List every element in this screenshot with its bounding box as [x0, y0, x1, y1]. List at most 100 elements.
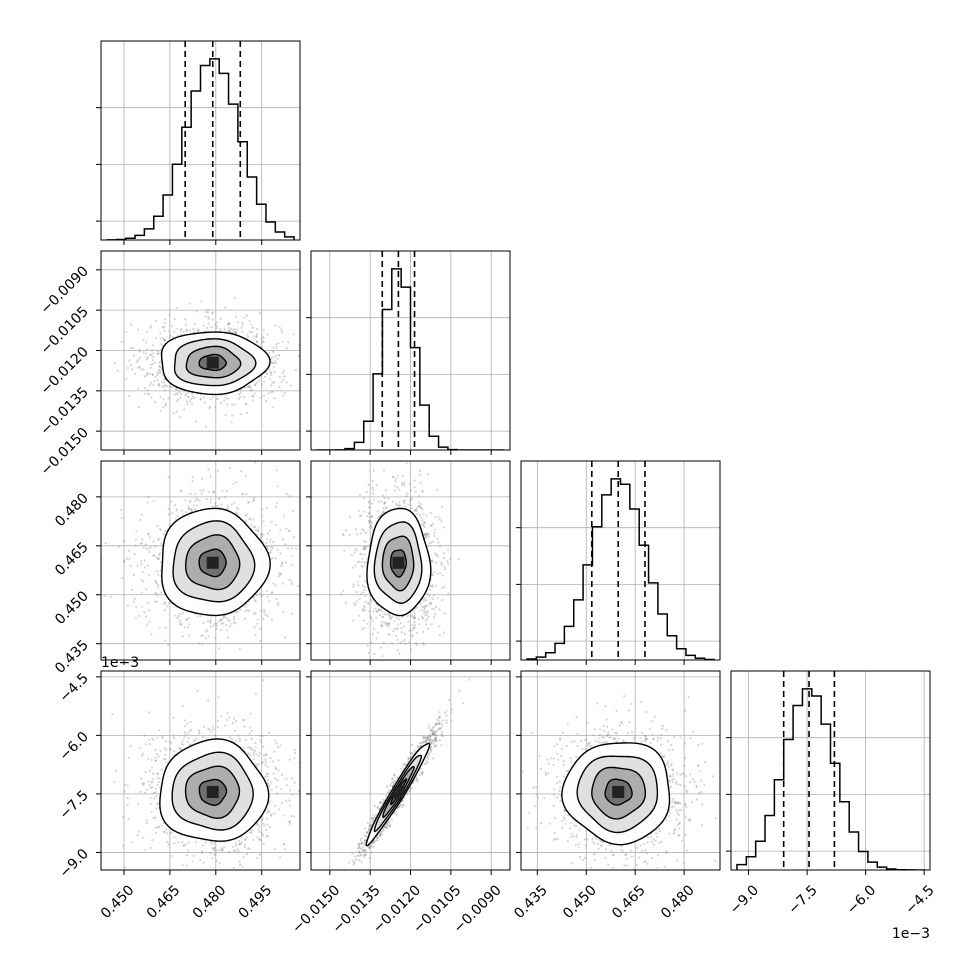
- scatter-point: [109, 595, 112, 598]
- panel-1-0: [96, 250, 303, 455]
- scatter-point: [387, 497, 390, 500]
- scatter-point: [145, 547, 148, 550]
- scatter-point: [216, 720, 220, 723]
- scatter-point: [318, 515, 320, 517]
- scatter-point: [149, 546, 152, 549]
- scatter-point: [167, 475, 170, 479]
- scatter-point: [281, 394, 285, 398]
- scatter-point: [368, 526, 371, 529]
- scatter-point: [241, 492, 245, 495]
- scatter-point: [228, 466, 232, 470]
- scatter-point: [144, 615, 148, 618]
- scatter-point: [363, 585, 366, 589]
- scatter-point: [274, 359, 277, 362]
- scatter-point: [249, 330, 252, 334]
- scatter-point: [212, 728, 215, 731]
- scatter-point: [144, 543, 147, 546]
- scatter-point: [111, 712, 114, 716]
- scatter-point: [251, 395, 255, 398]
- scatter-point: [259, 627, 262, 631]
- scatter-point: [258, 379, 261, 382]
- scatter-point: [188, 623, 191, 626]
- scatter-point: [394, 480, 397, 483]
- scatter-point: [402, 625, 406, 628]
- panel-frame: [100, 460, 301, 661]
- scatter-point: [439, 572, 442, 575]
- scatter-point: [368, 506, 372, 509]
- scatter-point: [376, 516, 379, 519]
- scatter-point: [253, 498, 256, 502]
- scatter-point: [134, 538, 137, 541]
- scatter-point: [403, 499, 406, 502]
- scatter-point: [457, 558, 460, 561]
- scatter-point: [252, 596, 256, 599]
- scatter-point: [149, 324, 153, 327]
- scatter-point: [289, 384, 292, 387]
- scatter-point: [234, 296, 237, 299]
- scatter-point: [208, 405, 212, 409]
- scatter-point: [378, 515, 381, 518]
- scatter-point: [398, 504, 401, 507]
- scatter-point: [217, 497, 220, 500]
- scatter-point: [433, 613, 437, 616]
- scatter-point: [342, 589, 345, 592]
- panel-0-0: [96, 40, 301, 245]
- scatter-point: [123, 540, 126, 543]
- scatter-point: [368, 501, 371, 504]
- scatter-point: [202, 324, 205, 327]
- scatter-point: [256, 822, 259, 826]
- scatter-point: [295, 547, 298, 550]
- scatter-point: [211, 490, 215, 493]
- scatter-point: [433, 616, 436, 619]
- scatter-point: [382, 510, 385, 513]
- scatter-point: [434, 516, 437, 519]
- scatter-point: [115, 769, 118, 773]
- scatter-point: [434, 552, 437, 555]
- scatter-point: [301, 364, 303, 366]
- scatter-point: [424, 619, 427, 622]
- scatter-point: [230, 403, 234, 406]
- scatter-point: [159, 360, 162, 363]
- scatter-point: [398, 504, 401, 507]
- scatter-point: [425, 535, 428, 538]
- scatter-point: [247, 501, 250, 504]
- panel-2-2: [516, 460, 721, 665]
- scatter-point: [268, 529, 271, 532]
- scatter-point: [438, 518, 441, 521]
- scatter-point: [175, 327, 178, 330]
- scatter-point: [157, 586, 160, 589]
- scatter-point: [126, 604, 129, 607]
- density-peak: [392, 556, 405, 569]
- scatter-point: [175, 517, 178, 520]
- scatter-point: [259, 396, 262, 399]
- scatter-point: [265, 590, 268, 593]
- scatter-point: [173, 736, 176, 740]
- scatter-point: [226, 712, 229, 715]
- scatter-point: [157, 573, 160, 576]
- scatter-point: [233, 327, 236, 331]
- scatter-point: [408, 614, 411, 617]
- scatter-point: [220, 402, 223, 405]
- scatter-point: [243, 396, 246, 399]
- scatter-point: [143, 392, 146, 395]
- scatter-point: [227, 636, 230, 639]
- scatter-point: [149, 381, 153, 384]
- scatter-point: [153, 554, 156, 557]
- scatter-point: [225, 623, 228, 627]
- scatter-point: [370, 526, 374, 529]
- scatter-point: [211, 396, 215, 399]
- scatter-point: [291, 563, 294, 566]
- scatter-point: [384, 507, 387, 510]
- scatter-point: [430, 524, 433, 528]
- scatter-point: [363, 553, 366, 556]
- scatter-point: [426, 617, 429, 621]
- scatter-point: [153, 361, 157, 364]
- scatter-point: [369, 615, 372, 618]
- scatter-point: [191, 480, 194, 483]
- scatter-point: [421, 605, 424, 608]
- scatter-point: [158, 626, 161, 629]
- scatter-point: [145, 588, 148, 591]
- scatter-point: [124, 377, 127, 381]
- scatter-point: [140, 541, 143, 544]
- scatter-point: [421, 490, 424, 493]
